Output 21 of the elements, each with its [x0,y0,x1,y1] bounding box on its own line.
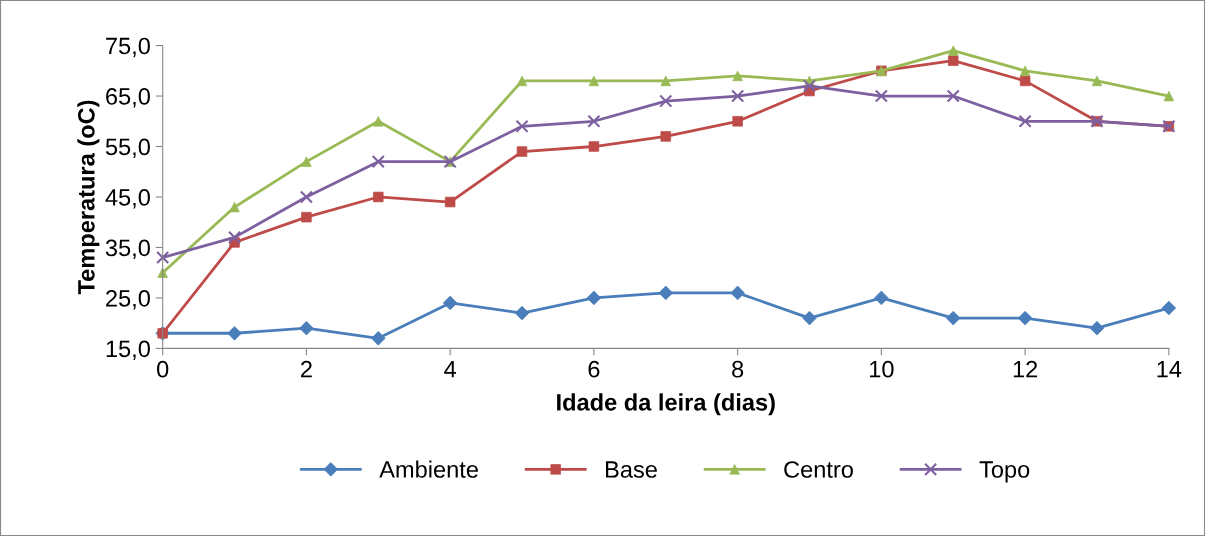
x-tick-label: 6 [588,360,600,378]
y-tick-label: 45,0 [105,189,150,209]
x-axis-title: Idade da leira (dias) [557,393,775,416]
x-tick-label: 12 [1013,360,1038,378]
x-tick-label: 2 [301,360,312,378]
y-tick-label: 15,0 [106,340,150,360]
y-tick-label: 55,0 [105,138,150,159]
legend-label: Topo [979,461,1030,483]
legend-label: Ambiente [379,460,478,478]
x-tick-label: 10 [870,360,894,378]
y-tick-label: 35,0 [105,239,150,260]
y-axis-title: Temperatura (oC) [77,100,100,295]
x-tick-label: 8 [732,360,744,378]
legend-label: Centro [784,461,853,478]
y-tick-label: 75,0 [106,37,150,58]
y-tick-label: 25,0 [106,289,150,310]
legend-label: Base [606,461,657,478]
x-tick-label: 4 [444,361,457,378]
x-tick-label: 14 [1157,361,1182,378]
x-tick-label: 0 [157,360,169,378]
y-tick-label: 65,0 [106,88,150,108]
